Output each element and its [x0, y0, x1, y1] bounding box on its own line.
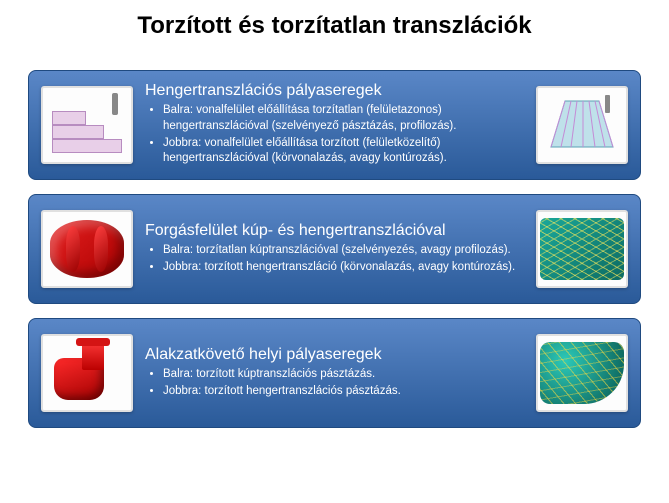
- card-body: Forgásfelület kúp- és hengertranszlációv…: [145, 222, 524, 276]
- bullet: Balra: torzított kúptranszlációs pásztáz…: [163, 367, 524, 383]
- stair-surface-icon: [41, 86, 133, 164]
- bullet: Jobbra: torzított hengertranszlációs pás…: [163, 384, 524, 400]
- bullet-list: Balra: torzítatlan kúptranszlációval (sz…: [145, 243, 524, 275]
- bullet: Balra: vonalfelület előállítása torzítat…: [163, 103, 524, 134]
- mesh-surface-icon: [536, 210, 628, 288]
- bullet-list: Balra: vonalfelület előállítása torzítat…: [145, 103, 524, 166]
- card-heading: Forgásfelület kúp- és hengertranszlációv…: [145, 222, 524, 240]
- screw-mesh-icon: [536, 334, 628, 412]
- card-body: Hengertranszlációs pályaseregek Balra: v…: [145, 82, 524, 167]
- bullet-list: Balra: torzított kúptranszlációs pásztáz…: [145, 367, 524, 399]
- card-alakzatkoveto: Alakzatkövető helyi pályaseregek Balra: …: [28, 318, 641, 428]
- bullet: Jobbra: torzított hengertranszláció (kör…: [163, 260, 524, 276]
- fitting-part-icon: [41, 334, 133, 412]
- card-heading: Hengertranszlációs pályaseregek: [145, 82, 524, 100]
- frustum-surface-icon: [536, 86, 628, 164]
- bullet: Jobbra: vonalfelület előállítása torzíto…: [163, 136, 524, 167]
- slide-page: Torzított és torzítatlan transzlációk He…: [0, 0, 669, 503]
- camshaft-icon: [41, 210, 133, 288]
- card-heading: Alakzatkövető helyi pályaseregek: [145, 346, 524, 364]
- page-title: Torzított és torzítatlan transzlációk: [28, 12, 641, 40]
- card-body: Alakzatkövető helyi pályaseregek Balra: …: [145, 346, 524, 400]
- bullet: Balra: torzítatlan kúptranszlációval (sz…: [163, 243, 524, 259]
- card-list: Hengertranszlációs pályaseregek Balra: v…: [28, 70, 641, 485]
- card-hengertranszlacio: Hengertranszlációs pályaseregek Balra: v…: [28, 70, 641, 180]
- card-forgasfelulet: Forgásfelület kúp- és hengertranszlációv…: [28, 194, 641, 304]
